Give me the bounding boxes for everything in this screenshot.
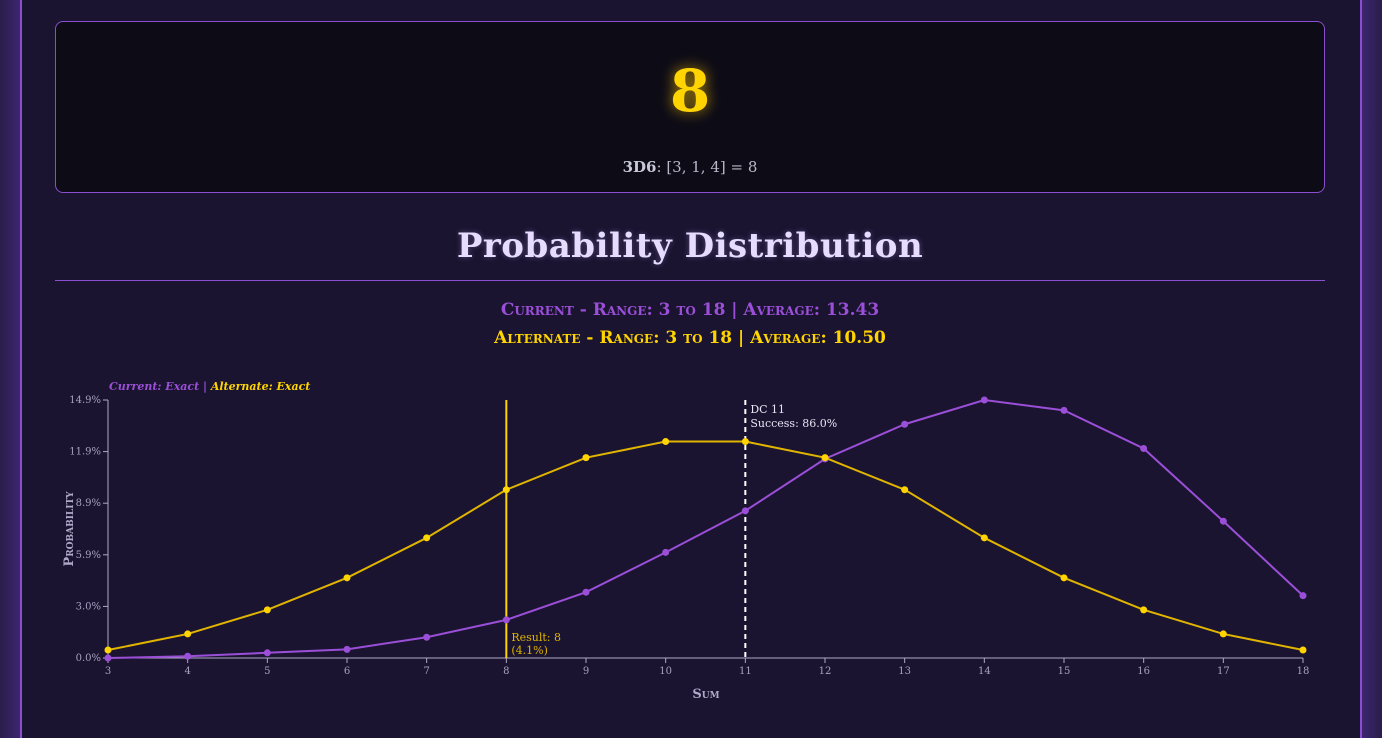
x-axis-label: Sum	[692, 687, 719, 702]
alternate-data-point	[1140, 606, 1148, 614]
chart-series	[104, 396, 1307, 662]
current-data-point	[263, 649, 271, 657]
alternate-data-point	[1299, 646, 1307, 654]
alternate-data-point	[184, 630, 192, 638]
alternate-data-point	[1060, 574, 1068, 582]
x-tick-label: 17	[1217, 666, 1230, 677]
y-tick-label: 3.0%	[76, 601, 101, 612]
result-marker-label: Result: 8	[511, 631, 561, 644]
current-data-point	[184, 652, 192, 660]
current-summary: Current - Range: 3 to 18 | Average: 13.4…	[500, 300, 880, 320]
current-data-point	[901, 420, 909, 428]
x-tick-label: 6	[344, 666, 350, 677]
x-tick-label: 18	[1297, 666, 1310, 677]
y-tick-label: 0.0%	[76, 653, 101, 664]
current-data-point	[1219, 517, 1227, 525]
x-tick-label: 8	[503, 666, 509, 677]
alternate-data-point	[582, 454, 590, 462]
chart-axes: 3 4 5 6 7 8 9 10 11 12 13 14 15 16 17 18 0.0% 3.0% 5.9% 8.9…	[69, 395, 1309, 677]
current-data-point	[502, 616, 510, 624]
x-tick-label: 4	[184, 666, 190, 677]
mode-legend-separator: |	[199, 380, 211, 393]
dice-expression: 3D6	[622, 158, 657, 176]
alternate-data-point	[901, 486, 909, 494]
current-data-point	[1140, 444, 1148, 452]
current-data-point	[741, 507, 749, 515]
y-axis-label: Probability	[62, 491, 77, 567]
mode-legend-alternate: Alternate: Exact	[210, 380, 311, 393]
alternate-data-point	[263, 606, 271, 614]
x-tick-label: 11	[739, 666, 752, 677]
current-series-line	[107, 398, 1304, 659]
current-data-point	[662, 548, 670, 556]
alternate-summary: Alternate - Range: 3 to 18 | Average: 10…	[494, 328, 886, 348]
dc-marker-label: DC 11	[750, 403, 785, 416]
x-tick-label: 5	[264, 666, 270, 677]
alternate-data-point	[980, 534, 988, 542]
x-tick-label: 7	[423, 666, 429, 677]
x-tick-label: 16	[1137, 666, 1150, 677]
alternate-data-point	[821, 454, 829, 462]
current-data-point	[1299, 592, 1307, 600]
current-data-point	[980, 396, 988, 404]
roll-result-panel: 8 3D6: [3, 1, 4] = 8	[55, 21, 1325, 193]
dice-values: : [3, 1, 4] = 8	[656, 158, 758, 176]
alternate-series-line	[107, 440, 1304, 652]
current-data-point	[1060, 406, 1068, 414]
alternate-data-point	[662, 438, 670, 446]
y-tick-label: 14.9%	[69, 395, 101, 406]
probability-chart: Current: Exact | Alternate: Exact 3 4 5 6 7 8…	[62, 380, 1309, 702]
x-tick-label: 15	[1058, 666, 1071, 677]
section-title: Probability Distribution	[456, 226, 924, 266]
current-data-point	[582, 588, 590, 596]
x-tick-label: 9	[583, 666, 589, 677]
y-tick-label: 8.9%	[76, 498, 101, 509]
current-data-point	[423, 633, 431, 641]
current-data-point	[343, 645, 351, 653]
alternate-data-point	[104, 646, 112, 654]
x-tick-label: 3	[105, 666, 111, 677]
mode-legend: Current: Exact | Alternate: Exact	[109, 380, 310, 393]
alternate-data-point	[741, 438, 749, 446]
x-tick-label: 14	[978, 666, 991, 677]
x-tick-label: 10	[659, 666, 672, 677]
right-frame-border	[1360, 0, 1382, 738]
roll-breakdown: 3D6: [3, 1, 4] = 8	[56, 158, 1324, 176]
y-tick-label: 11.9%	[69, 447, 101, 458]
alternate-data-point	[423, 534, 431, 542]
alternate-data-point	[1219, 630, 1227, 638]
dc-success-label: Success: 86.0%	[750, 417, 837, 430]
alternate-data-point	[502, 486, 510, 494]
y-tick-label: 5.9%	[76, 550, 101, 561]
mode-legend-current: Current: Exact	[109, 380, 199, 393]
x-tick-label: 12	[819, 666, 832, 677]
roll-total: 8	[669, 57, 711, 125]
alternate-data-point	[343, 574, 351, 582]
section-divider	[55, 280, 1325, 281]
result-marker-percent: (4.1%)	[511, 644, 548, 657]
current-data-point	[104, 654, 112, 662]
x-tick-label: 13	[898, 666, 911, 677]
left-frame-border	[0, 0, 22, 738]
